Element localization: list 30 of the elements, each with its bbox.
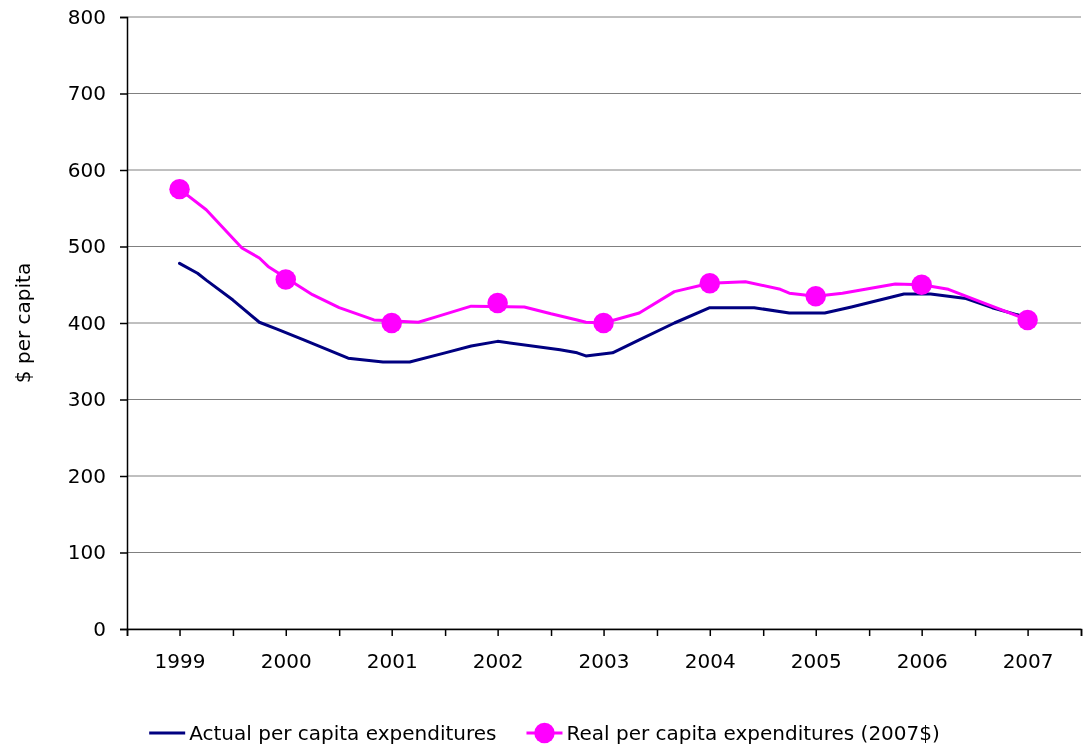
x-tick-label: 2003 [578, 649, 630, 674]
point [487, 292, 508, 314]
point [275, 269, 297, 290]
point [805, 286, 826, 307]
point [381, 312, 402, 334]
point [911, 274, 932, 295]
x-tick-label: 2007 [1002, 649, 1054, 674]
point [169, 178, 190, 200]
y-axis-title: $ per capita [11, 262, 35, 384]
y-tick-label: 600 [67, 157, 106, 182]
legend-label: Real per capita expenditures (2007$) [566, 721, 940, 745]
x-tick-label: 2001 [366, 649, 418, 674]
y-tick-label: 0 [93, 616, 106, 641]
y-tick-label: 700 [67, 81, 106, 106]
y-tick-label: 400 [67, 310, 106, 335]
y-tick-label: 300 [67, 387, 106, 412]
y-tick-label: 500 [67, 234, 106, 259]
point [593, 312, 614, 334]
x-tick-label: 1999 [154, 649, 206, 674]
legend-label: Actual per capita expenditures [189, 721, 497, 745]
x-tick-label: 2006 [896, 649, 948, 674]
x-tick-label: 2005 [790, 649, 842, 674]
x-tick-label: 2004 [684, 649, 736, 674]
y-tick-label: 800 [67, 4, 106, 29]
x-tick-label: 2000 [260, 649, 312, 674]
point [1017, 309, 1038, 331]
y-tick-label: 100 [67, 540, 106, 565]
point [699, 272, 721, 294]
y-tick-label: 200 [67, 463, 106, 488]
x-tick-label: 2002 [472, 649, 524, 674]
